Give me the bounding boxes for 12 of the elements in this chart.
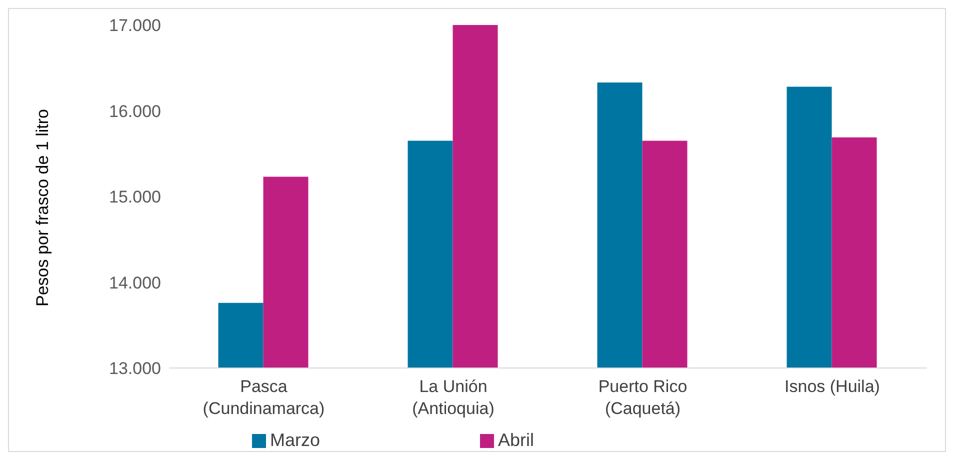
x-tick-label: Pasca (Cundinamarca)	[202, 377, 325, 418]
y-tick-label: 17.000	[109, 16, 161, 36]
x-tick-label: La Unión (Antioquia)	[412, 377, 494, 418]
y-tick-label: 14.000	[109, 273, 161, 292]
y-tick-label: 15.000	[109, 188, 161, 207]
y-tick-label: 16.000	[109, 102, 161, 121]
legend-label: Abril	[498, 430, 534, 450]
y-tick-label: 13.000	[109, 359, 161, 378]
y-axis-title: Pesos por frasco de 1 litro	[33, 109, 52, 306]
legend-label: Marzo	[270, 430, 320, 450]
x-tick-label: Isnos (Huila)	[784, 377, 880, 396]
x-tick-label: Puerto Rico (Caquetá)	[598, 377, 688, 418]
